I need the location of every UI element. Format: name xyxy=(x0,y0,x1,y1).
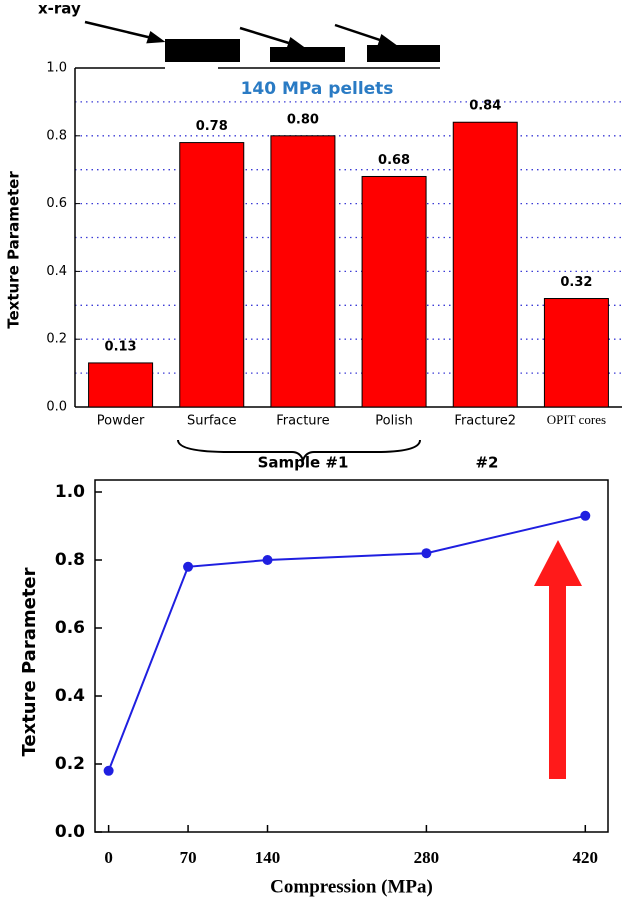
x-tick-label: Fracture2 xyxy=(454,414,516,429)
arrow xyxy=(84,20,153,40)
arrow xyxy=(334,23,384,43)
x-tick-label: Polish xyxy=(375,414,413,429)
data-point xyxy=(580,510,591,521)
y-axis-label: Texture Parameter xyxy=(19,567,40,756)
y-tick-label: 0.8 xyxy=(55,550,85,570)
value-label: 0.13 xyxy=(105,339,137,354)
y-tick-label: 0.0 xyxy=(46,400,67,415)
y-tick-label: 0.8 xyxy=(46,128,67,143)
brace xyxy=(177,439,421,463)
xray-diagram: x-ray xyxy=(38,0,440,62)
bar xyxy=(452,121,518,408)
value-label: 0.80 xyxy=(287,112,319,127)
red-arrow xyxy=(534,540,582,779)
value-label: 0.68 xyxy=(378,153,410,168)
x-tick-label: OPIT cores xyxy=(547,412,606,427)
arrow-shaft xyxy=(549,584,566,779)
y-tick-label: 0.0 xyxy=(55,822,85,842)
arrow-head xyxy=(377,33,397,47)
y-tick-label: 0.6 xyxy=(55,618,85,638)
x-tick-label: 70 xyxy=(180,848,197,867)
xray-label: x-ray xyxy=(38,0,81,18)
arrow xyxy=(239,26,293,46)
value-label: 0.32 xyxy=(560,275,592,290)
bar xyxy=(361,175,427,408)
arrow-head xyxy=(534,540,582,586)
x-tick-label: 140 xyxy=(255,848,281,867)
y-tick-label: 0.4 xyxy=(55,686,85,706)
x-axis-label: Compression (MPa) xyxy=(270,876,433,897)
value-label: 0.78 xyxy=(196,119,228,134)
y-tick-label: 0.2 xyxy=(55,754,85,774)
y-tick-label: 1.0 xyxy=(46,61,67,76)
y-tick-label: 1.0 xyxy=(55,482,85,502)
y-tick-label: 0.4 xyxy=(46,264,67,279)
data-point xyxy=(421,548,432,559)
bar xyxy=(543,298,609,408)
arrow-head xyxy=(146,30,166,44)
arrow-head xyxy=(286,36,306,50)
bar xyxy=(88,362,154,408)
y-tick-label: 0.2 xyxy=(46,332,67,347)
bar xyxy=(270,135,336,408)
sample-block xyxy=(367,45,440,62)
data-line xyxy=(107,514,586,772)
annotation: 140 MPa pellets xyxy=(241,79,394,99)
annotation: #2 xyxy=(475,454,498,472)
y-tick-label: 0.6 xyxy=(46,196,67,211)
x-tick-label: Surface xyxy=(187,414,237,429)
data-point xyxy=(183,561,194,572)
data-point xyxy=(262,555,273,565)
value-label: 0.84 xyxy=(469,99,501,114)
sample-block xyxy=(270,47,345,62)
x-tick-label: 0 xyxy=(104,848,113,867)
x-tick-label: Powder xyxy=(97,414,145,429)
plot-frame xyxy=(94,479,609,833)
annotation: Sample #1 xyxy=(258,454,349,472)
bar xyxy=(179,142,245,408)
y-axis-label: Texture Parameter xyxy=(5,171,23,329)
x-tick-label: Fracture xyxy=(276,414,329,429)
data-point xyxy=(103,765,114,776)
sample-block xyxy=(165,39,240,62)
x-tick-label: 420 xyxy=(573,848,599,867)
x-tick-label: 280 xyxy=(414,848,440,867)
